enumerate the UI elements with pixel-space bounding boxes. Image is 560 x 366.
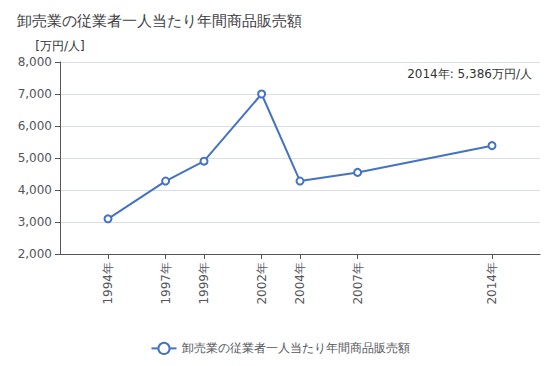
svg-text:7,000: 7,000 xyxy=(18,87,52,101)
svg-text:1999年: 1999年 xyxy=(197,262,211,305)
svg-text:1997年: 1997年 xyxy=(159,262,173,305)
svg-text:2004年: 2004年 xyxy=(293,262,307,305)
svg-text:5,000: 5,000 xyxy=(18,151,52,165)
svg-text:8,000: 8,000 xyxy=(18,55,52,69)
svg-text:2014年: 5,386万円/人: 2014年: 5,386万円/人 xyxy=(407,67,532,81)
svg-text:2014年: 2014年 xyxy=(485,262,499,305)
svg-text:2007年: 2007年 xyxy=(351,262,365,305)
svg-text:6,000: 6,000 xyxy=(18,119,52,133)
svg-text:1994年: 1994年 xyxy=(101,262,115,305)
svg-text:2,000: 2,000 xyxy=(18,247,52,261)
svg-text:卸売業の従業者一人当たり年間商品販売額: 卸売業の従業者一人当たり年間商品販売額 xyxy=(182,341,410,355)
svg-text:4,000: 4,000 xyxy=(18,183,52,197)
svg-text:卸売業の従業者一人当たり年間商品販売額: 卸売業の従業者一人当たり年間商品販売額 xyxy=(17,12,302,30)
svg-text:2002年: 2002年 xyxy=(255,262,269,305)
svg-text:[万円/人]: [万円/人] xyxy=(35,39,84,53)
svg-text:3,000: 3,000 xyxy=(18,215,52,229)
